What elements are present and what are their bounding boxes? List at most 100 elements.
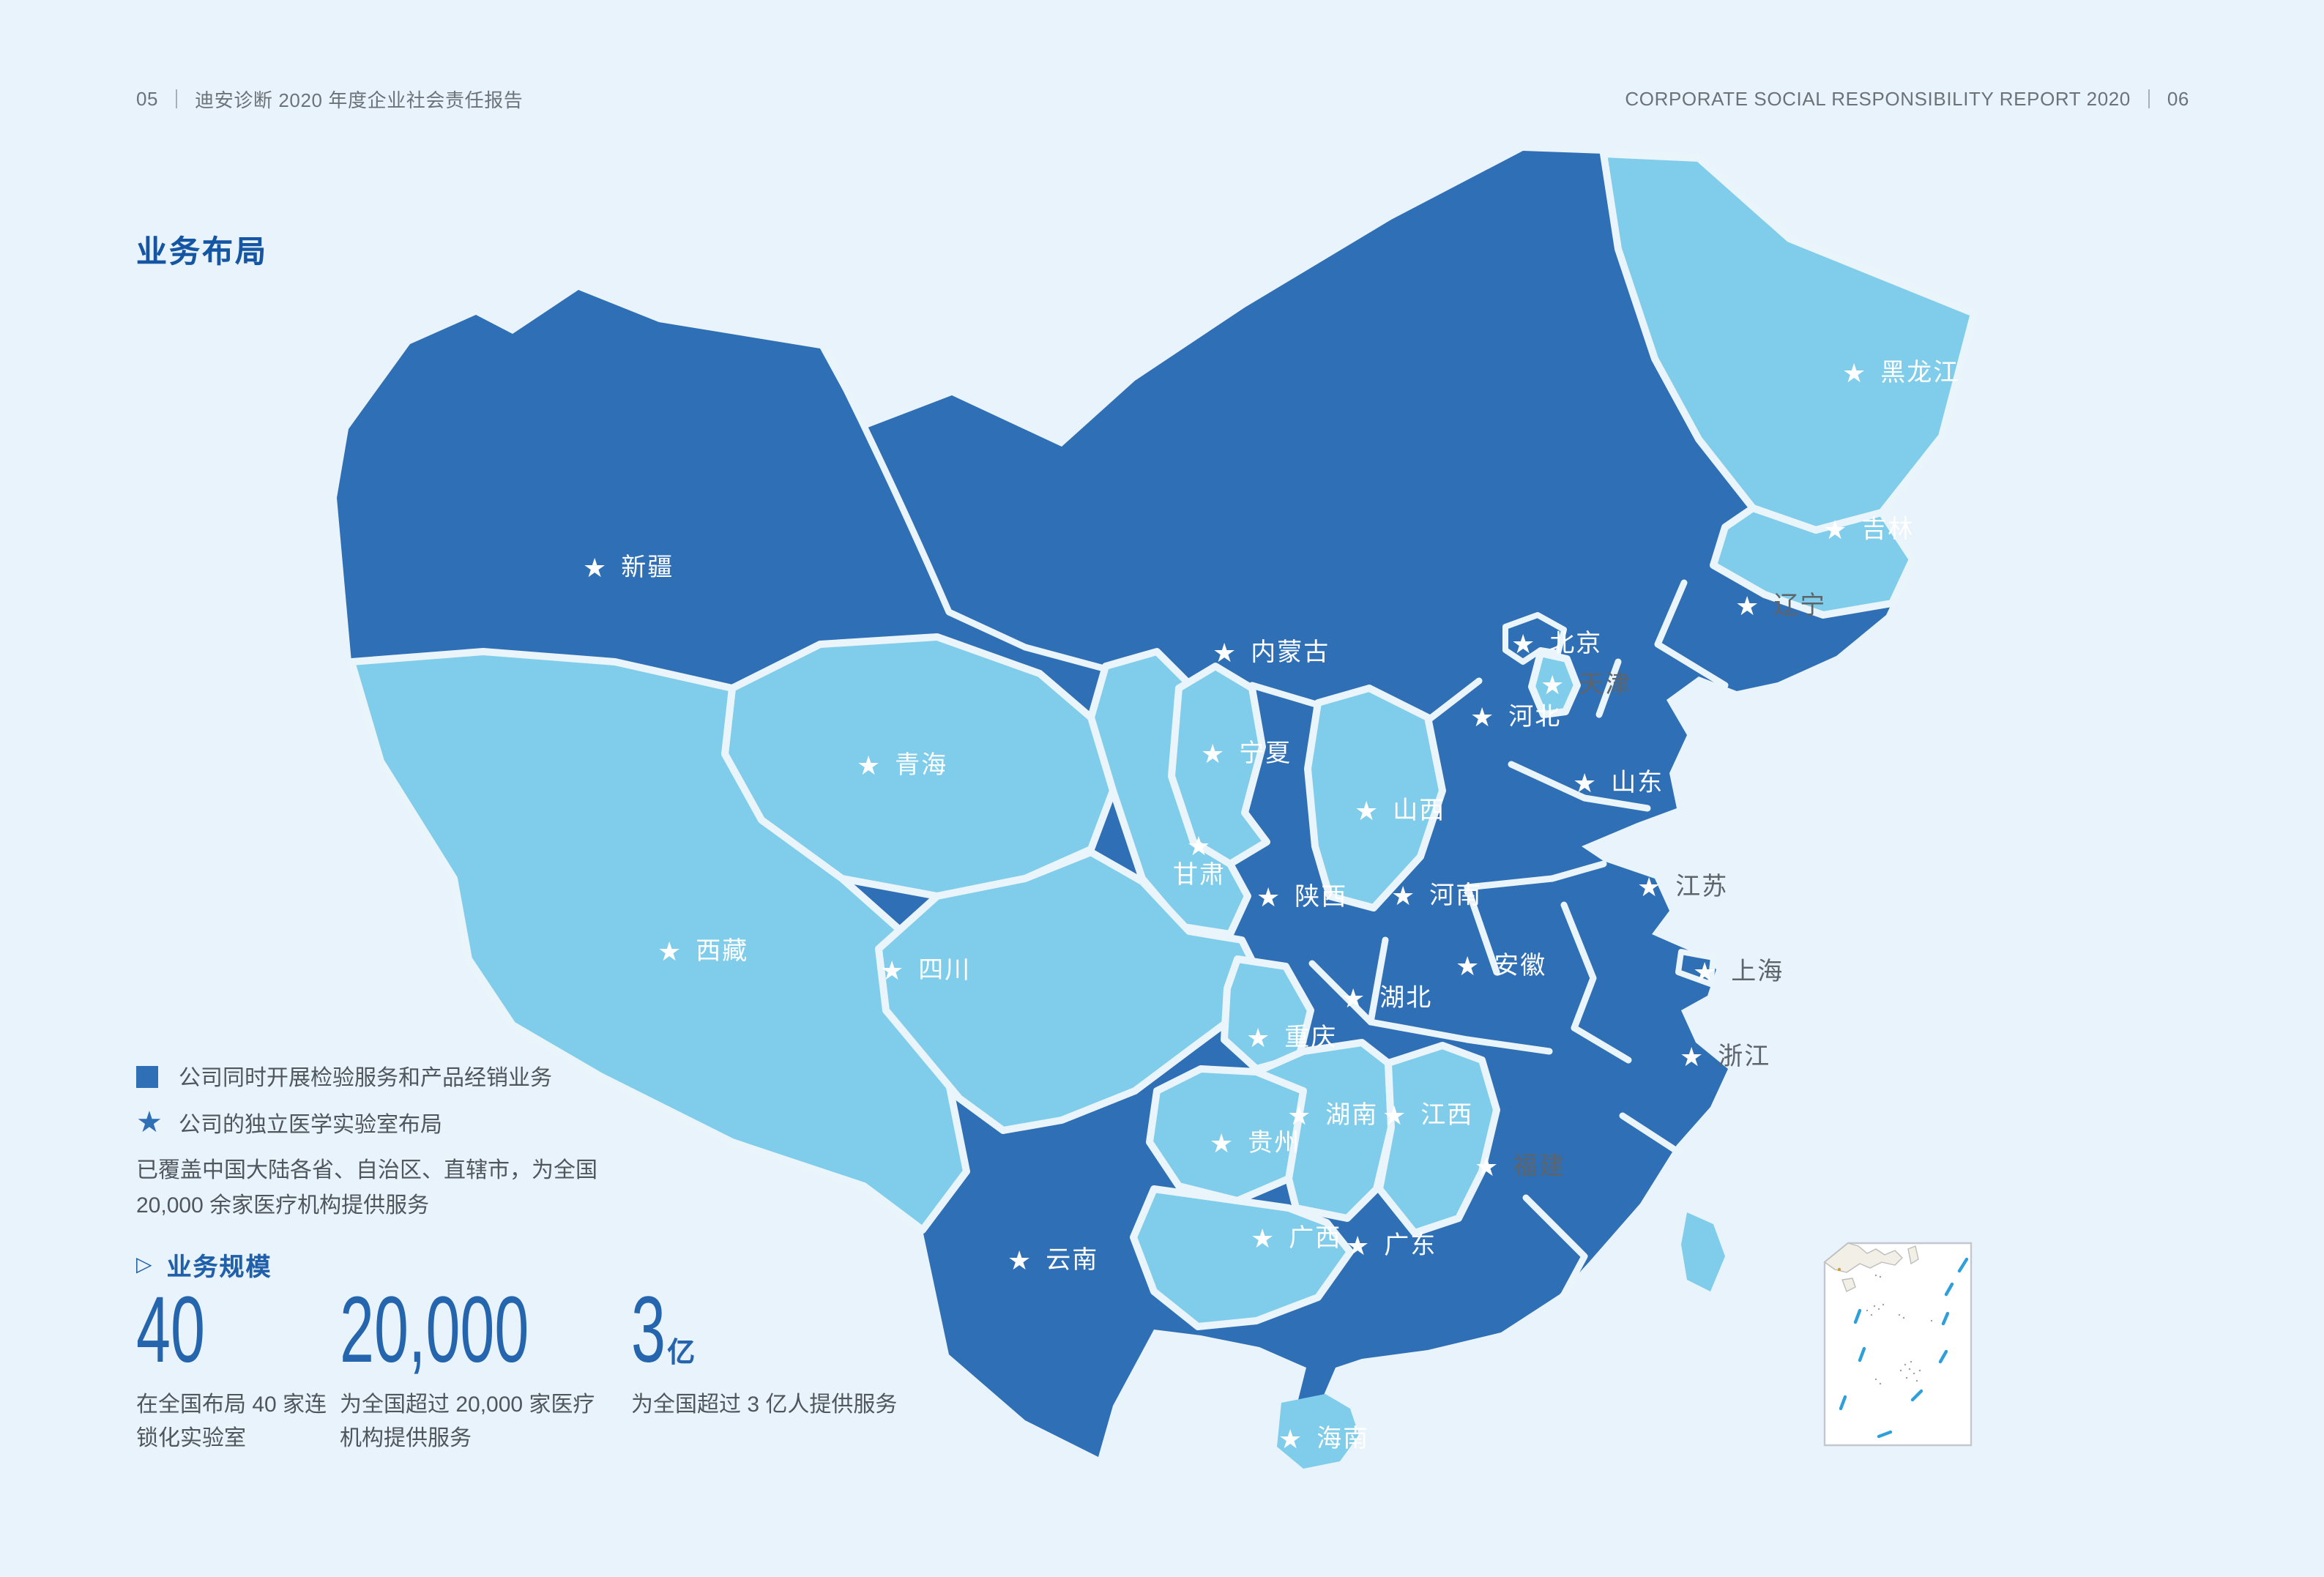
star-icon: ★ (1186, 832, 1213, 861)
province-label-liaoning: ★ 辽宁 (1735, 592, 1827, 621)
province-label-yunnan: ★ 云南 (1008, 1246, 1099, 1275)
header-divider (176, 89, 178, 108)
province-label-ningxia: ★ 宁夏 (1201, 739, 1292, 769)
star-icon: ★ (1251, 1224, 1276, 1253)
legend-item-lab: ★ 公司的独立医学实验室布局 (136, 1107, 552, 1139)
legend-label: 公司同时开展检验服务和产品经销业务 (179, 1065, 553, 1090)
inset-macau-dot (1837, 1267, 1841, 1272)
page-number-left: 05 (136, 88, 159, 110)
province-label-zhejiang: ★ 浙江 (1680, 1043, 1771, 1072)
header-left: 05 迪安诊断 2020 年度企业社会责任报告 (136, 85, 523, 113)
stat-value: 40 (136, 1277, 205, 1382)
star-icon: ★ (1341, 984, 1367, 1013)
star-icon: ★ (658, 937, 683, 966)
province-label-hainan: ★ 海南 (1278, 1425, 1370, 1454)
star-icon: ★ (1475, 1152, 1500, 1182)
star-icon: ★ (1213, 638, 1238, 668)
report-title-cn: 迪安诊断 2020 年度企业社会责任报告 (195, 89, 524, 111)
province-label-gansu: ★ 甘肃 (1173, 832, 1226, 889)
scale-section-header: ▷ 业务规模 (136, 1246, 272, 1283)
header-divider (2148, 89, 2150, 108)
province-shape-shanghai (1675, 949, 1716, 987)
page-header: 05 迪安诊断 2020 年度企业社会责任报告 CORPORATE SOCIAL… (136, 85, 2189, 113)
inset-frame (1823, 1242, 1973, 1447)
star-icon: ★ (1278, 1425, 1304, 1454)
stat-caption: 在全国布局 40 家连锁化实验室 (136, 1393, 327, 1451)
star-icon: ★ (1573, 769, 1598, 798)
province-label-jilin: ★ 吉林 (1823, 515, 1915, 545)
star-icon: ★ (1511, 630, 1537, 659)
star-icon: ★ (1823, 515, 1849, 545)
stat-institutions: 20,000 为全国超过 20,000 家医疗机构提供服务 (340, 1277, 631, 1455)
star-icon: ★ (1346, 1231, 1371, 1261)
star-icon: ★ (1391, 881, 1417, 911)
province-shape-shanxi (1304, 685, 1446, 911)
star-icon: ★ (857, 751, 882, 780)
province-shape-tianjin (1528, 649, 1581, 718)
province-label-guangxi: ★ 广西 (1251, 1224, 1342, 1253)
triangle-icon: ▷ (136, 1252, 154, 1275)
stat-value: 20,000 (340, 1277, 529, 1382)
south-china-sea-inset-map (1823, 1242, 1973, 1447)
star-icon: ★ (1210, 1129, 1235, 1158)
page-title: 业务布局 (136, 236, 268, 269)
star-icon: ★ (1008, 1246, 1033, 1275)
province-label-xizang: ★ 西藏 (658, 937, 749, 966)
star-icon: ★ (1637, 873, 1663, 902)
scale-section-title: 业务规模 (166, 1253, 272, 1281)
nine-dash-line (1839, 1257, 1969, 1439)
star-icon: ★ (1842, 359, 1868, 388)
star-icon: ★ (1470, 703, 1496, 732)
province-borders (824, 348, 1729, 1298)
province-label-shandong: ★ 山东 (1573, 769, 1664, 798)
province-label-qinghai: ★ 青海 (857, 751, 948, 780)
province-label-tianjin: ★ 天津 (1541, 671, 1632, 700)
province-shape-guangxi (1130, 1185, 1354, 1330)
coverage-note: 已覆盖中国大陆各省、自治区、直辖市，为全国 20,000 余家医疗机构提供服务 (136, 1158, 598, 1218)
star-icon: ★ (880, 956, 906, 985)
star-icon: ★ (1355, 797, 1380, 826)
star-icon: ★ (1456, 952, 1481, 981)
legend-star-icon: ★ (136, 1106, 163, 1138)
province-label-guizhou: ★ 贵州 (1210, 1129, 1301, 1158)
star-icon: ★ (1256, 883, 1282, 912)
province-label-shaanxi: ★ 陕西 (1256, 883, 1348, 912)
province-shape-taiwan (1681, 1212, 1725, 1291)
province-label-hebei: ★ 河北 (1470, 703, 1562, 732)
province-label-jiangsu: ★ 江苏 (1637, 873, 1729, 902)
province-label-shanxi: ★ 山西 (1355, 797, 1446, 826)
province-label-heilongjiang: ★ 黑龙江 (1842, 359, 1960, 388)
stat-caption: 为全国超过 3 亿人提供服务 (631, 1393, 898, 1417)
star-icon: ★ (583, 553, 608, 583)
province-label-neimenggu: ★ 内蒙古 (1213, 638, 1330, 668)
stat-caption: 为全国超过 20,000 家医疗机构提供服务 (340, 1393, 595, 1451)
province-label-anhui: ★ 安徽 (1456, 952, 1547, 981)
province-label-fujian: ★ 福建 (1475, 1152, 1566, 1182)
province-shape-jilin (1710, 504, 1916, 619)
map-legend: 公司同时开展检验服务和产品经销业务 ★ 公司的独立医学实验室布局 (136, 1060, 552, 1154)
province-label-shanghai: ★ 上海 (1693, 958, 1784, 987)
star-icon: ★ (1680, 1043, 1705, 1072)
province-label-sichuan: ★ 四川 (880, 956, 972, 985)
inset-coastline (1824, 1242, 1919, 1292)
province-shape-ningxia (1168, 663, 1270, 868)
province-shape-hainan (1277, 1394, 1359, 1469)
province-label-xinjiang: ★ 新疆 (583, 553, 674, 583)
star-icon: ★ (1287, 1101, 1313, 1130)
province-label-henan: ★ 河南 (1391, 881, 1483, 911)
province-shape-jiangxi (1376, 1042, 1500, 1237)
star-icon: ★ (1693, 958, 1718, 987)
star-icon: ★ (1201, 739, 1226, 769)
province-label-hubei: ★ 湖北 (1341, 984, 1433, 1013)
star-icon: ★ (1735, 592, 1761, 621)
province-label-beijing: ★ 北京 (1511, 630, 1603, 659)
legend-item-business: 公司同时开展检验服务和产品经销业务 (136, 1060, 552, 1092)
province-label-jiangxi: ★ 江西 (1382, 1101, 1474, 1130)
legend-label: 公司的独立医学实验室布局 (179, 1112, 443, 1137)
scale-stats: 40 在全国布局 40 家连锁化实验室 20,000 为全国超过 20,000 … (136, 1277, 897, 1455)
legend-square-icon (136, 1065, 158, 1087)
header-right: CORPORATE SOCIAL RESPONSIBILITY REPORT 2… (1625, 88, 2189, 110)
